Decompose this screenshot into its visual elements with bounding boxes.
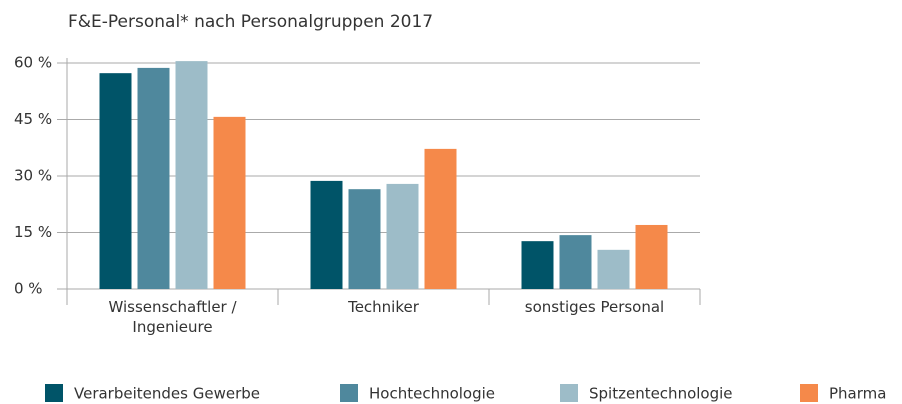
bar	[424, 148, 457, 289]
bar	[99, 73, 132, 289]
bar	[635, 224, 668, 289]
bar	[386, 183, 419, 289]
bar	[175, 61, 208, 289]
bar	[137, 67, 170, 289]
x-tick-label: Techniker	[348, 298, 419, 316]
y-tick-label: 15 %	[14, 223, 52, 241]
y-tick-label: 45 %	[14, 110, 52, 128]
bar	[348, 189, 381, 289]
legend-label: Hochtechnologie	[369, 385, 495, 403]
chart-title: F&E-Personal* nach Personalgruppen 2017	[68, 12, 433, 32]
x-tick-label: sonstiges Personal	[524, 298, 665, 316]
legend-swatch	[45, 384, 63, 402]
y-tick-label: 30 %	[14, 167, 52, 185]
legend-swatch	[800, 384, 818, 402]
bar	[559, 235, 592, 289]
bar	[213, 116, 246, 289]
bar	[310, 180, 343, 289]
legend-swatch	[340, 384, 358, 402]
legend-label: Pharma	[829, 385, 886, 403]
y-tick-label: 60 %	[14, 54, 52, 72]
legend-swatch	[560, 384, 578, 402]
bar	[597, 249, 630, 289]
bar	[521, 241, 554, 289]
x-tick-label: Wissenschaftler / Ingenieure	[108, 298, 237, 336]
legend-label: Spitzentechnologie	[589, 385, 733, 403]
legend-label: Verarbeitendes Gewerbe	[74, 385, 260, 403]
y-tick-label: 0 %	[14, 280, 43, 298]
